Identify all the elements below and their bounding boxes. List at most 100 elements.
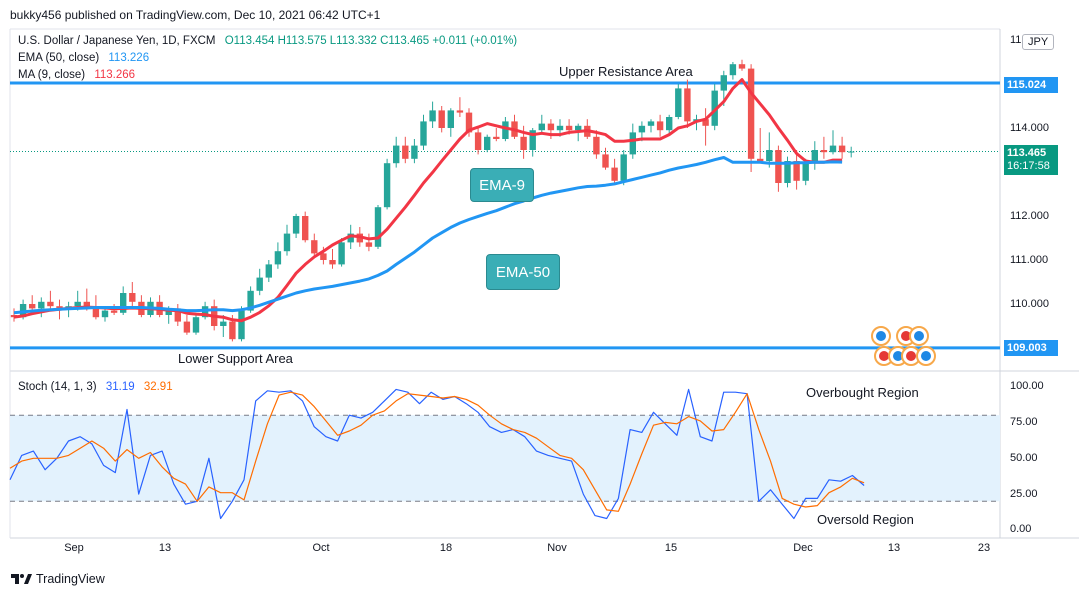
tradingview-footer[interactable]: TradingView — [10, 572, 105, 586]
stoch-legend: Stoch (14, 1, 3) 31.19 32.91 — [18, 381, 173, 393]
symbol-name: U.S. Dollar / Japanese Yen, 1D, FXCM — [18, 35, 216, 47]
ema50-callout: EMA-50 — [486, 254, 560, 290]
ema50-label: EMA (50, close) — [18, 52, 100, 64]
candle-body — [529, 130, 536, 150]
candle-body — [393, 145, 400, 164]
ema50-value: 113.226 — [108, 52, 150, 64]
candle-body — [593, 136, 600, 155]
candle-body — [629, 132, 636, 155]
event-flag-dot-6 — [921, 351, 931, 361]
currency-badge[interactable]: JPY — [1022, 34, 1055, 50]
stoch-tick-4: 0.00 — [1010, 523, 1032, 535]
candle-body — [174, 308, 181, 322]
event-flag-dot-0 — [876, 331, 886, 341]
candle-body — [729, 64, 737, 76]
x-tick-sep: Sep — [64, 542, 84, 554]
candle-body — [283, 233, 291, 252]
candle-body — [220, 321, 227, 326]
candle-body — [56, 306, 63, 309]
candle-body — [192, 317, 200, 333]
x-tick-dec-13: 13 — [887, 542, 901, 554]
candle-body — [247, 290, 254, 311]
candle-body — [447, 110, 454, 128]
candle-body — [438, 110, 445, 128]
candle-body — [747, 68, 755, 159]
upper-resistance-label: Upper Resistance Area — [559, 64, 693, 79]
stoch-tick-2: 50.00 — [1010, 452, 1038, 464]
candle-body — [656, 121, 664, 131]
candle-body — [465, 112, 473, 133]
candle-body — [402, 145, 409, 159]
candle-body — [229, 321, 236, 340]
lower-support-label: Lower Support Area — [178, 351, 293, 366]
x-tick-18: 18 — [439, 542, 453, 554]
current-price-tag: 113.465 16:17:58 — [1004, 145, 1058, 175]
stoch-tick-0: 100.00 — [1010, 380, 1044, 392]
candle-body — [720, 75, 727, 91]
candle-body — [520, 136, 527, 150]
x-tick-15: 15 — [664, 542, 678, 554]
symbol-legend: U.S. Dollar / Japanese Yen, 1D, FXCM O11… — [18, 35, 517, 47]
event-flag-dot-4 — [893, 351, 903, 361]
candle-body — [829, 145, 837, 153]
candle-body — [638, 125, 646, 133]
x-tick-13: 13 — [158, 542, 172, 554]
top-tick-partial: 11 — [1010, 34, 1022, 46]
candle-body — [666, 117, 673, 131]
candle-body — [556, 125, 564, 131]
candle-body — [265, 264, 272, 278]
overbought-label: Overbought Region — [806, 385, 919, 400]
candle-body — [738, 64, 746, 69]
ohlc-values: O113.454 H113.575 L113.332 C113.465 +0.0… — [224, 35, 518, 47]
candle-body — [47, 301, 54, 307]
candle-body — [757, 158, 764, 161]
candle-body — [292, 216, 300, 234]
candle-body — [793, 161, 800, 181]
candle-body — [565, 125, 573, 131]
candle-body — [493, 136, 500, 139]
stoch-lines-layer — [9, 388, 865, 520]
candle-body — [38, 301, 45, 309]
ma9-legend: MA (9, close) 113.266 — [18, 69, 135, 81]
ema9-callout: EMA-9 — [470, 168, 534, 202]
event-flag-dot-5 — [906, 351, 916, 361]
candle-body — [374, 207, 382, 247]
stoch-label: Stoch (14, 1, 3) — [18, 381, 97, 393]
x-tick-nov: Nov — [547, 542, 567, 554]
stoch-k-value: 31.19 — [105, 381, 135, 393]
resistance-price-tag: 115.024 — [1004, 77, 1058, 93]
stoch-band-layer — [10, 414, 1000, 502]
candle-body — [92, 306, 100, 318]
candle-body — [274, 251, 282, 265]
candle-body — [675, 88, 682, 117]
x-tick-23: 23 — [977, 542, 991, 554]
bar-countdown: 16:17:58 — [1007, 160, 1050, 172]
candle-body — [110, 310, 118, 313]
candle-body — [602, 154, 609, 168]
candle-body — [411, 145, 418, 159]
candle-body — [784, 161, 791, 183]
candle-body — [456, 110, 464, 113]
candle-body — [329, 260, 336, 265]
stoch-tick-3: 25.00 — [1010, 488, 1038, 500]
ema50-line — [13, 156, 843, 315]
candle-body — [711, 90, 718, 126]
candle-body — [702, 119, 709, 126]
candle-body — [183, 321, 191, 333]
candle-body — [811, 150, 818, 164]
candle-body — [429, 110, 436, 122]
candle-body — [338, 242, 345, 265]
x-tick-dec: Dec — [793, 542, 813, 554]
candle-body — [848, 151, 855, 153]
candle-body — [420, 121, 427, 146]
x-tick-oct: Oct — [312, 542, 330, 554]
publisher-line: bukky456 published on TradingView.com, D… — [10, 8, 381, 22]
candle-body — [29, 304, 36, 309]
candle-body — [647, 121, 655, 126]
candle-body — [365, 242, 373, 247]
candle-body — [538, 123, 545, 131]
y-tick-4: 110.000 — [1010, 298, 1049, 310]
stoch-tick-1: 75.00 — [1010, 416, 1038, 428]
footer-brand: TradingView — [36, 572, 105, 586]
